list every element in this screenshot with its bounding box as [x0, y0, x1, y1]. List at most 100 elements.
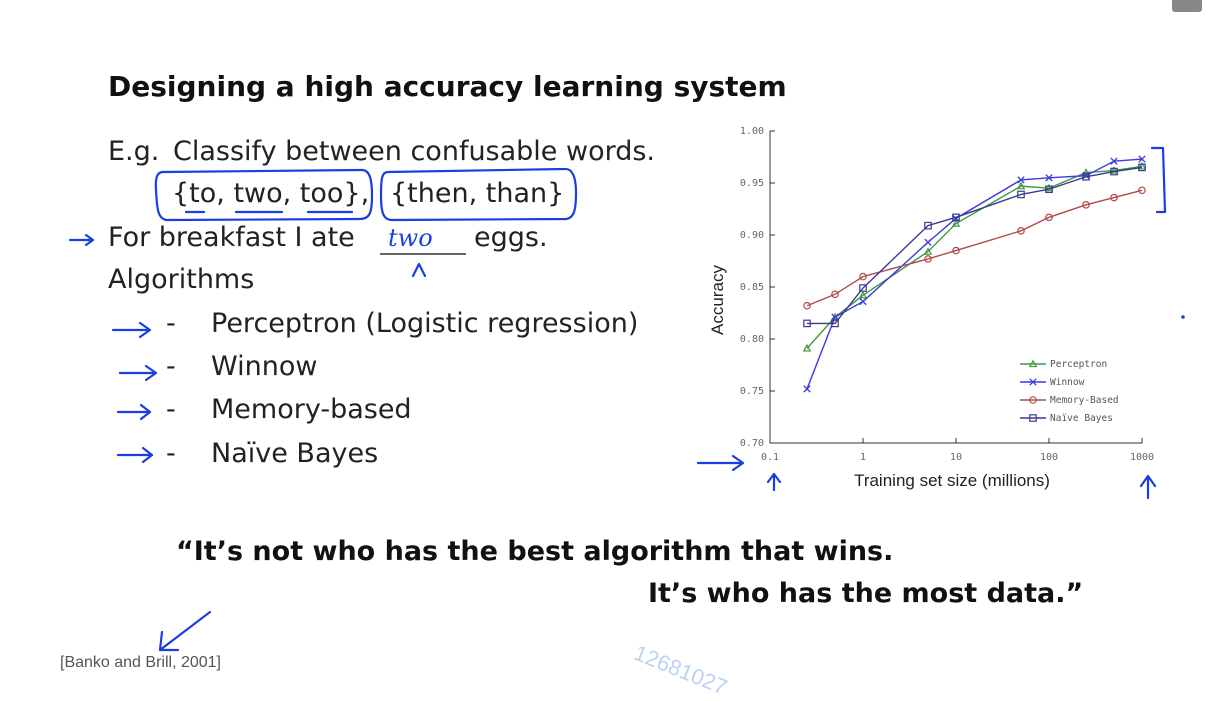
- bullet-dash: -: [166, 394, 176, 425]
- point-marker: [803, 301, 811, 310]
- chart-series: [802, 155, 1147, 393]
- algorithms-heading: Algorithms: [108, 264, 255, 295]
- series-group: [803, 155, 1146, 393]
- y-tick-label: 0.70: [740, 438, 764, 449]
- y-tick-label: 0.80: [740, 334, 764, 345]
- point-marker: [831, 313, 839, 321]
- point-marker: [924, 238, 932, 246]
- series-group: [803, 163, 1146, 328]
- window-corner-icon: [1172, 0, 1202, 12]
- point-marker: [1028, 359, 1038, 368]
- word-set-2: {then, than}: [390, 178, 565, 209]
- point-marker: [859, 272, 867, 281]
- point-marker: [1045, 174, 1053, 182]
- ink-arrow-sentence: [68, 233, 95, 247]
- algorithm-item: Perceptron (Logistic regression): [211, 308, 639, 339]
- y-tick-label: 0.95: [740, 178, 764, 189]
- x-tick-label: 0.1: [761, 452, 779, 463]
- algorithm-item: Naïve Bayes: [211, 438, 379, 469]
- point-marker: [1017, 176, 1025, 184]
- eg-text: Classify between confusable words.: [173, 136, 656, 167]
- accuracy-chart: 0.70 0.75 0.80 0.85 0.90 0.95 1.00 0.1 1 10 100 100…: [708, 126, 1154, 490]
- bullet-dash: -: [166, 308, 176, 339]
- point-marker: [923, 247, 933, 255]
- quote-line-2: It’s who has the most data.”: [648, 578, 1084, 609]
- legend-label: Winnow: [1050, 377, 1085, 388]
- series-line: [806, 158, 1143, 390]
- ink-dot: [1181, 315, 1185, 319]
- legend-label: Memory-Based: [1050, 395, 1119, 406]
- ink-caret: [411, 262, 427, 278]
- point-marker: [859, 284, 867, 292]
- point-marker: [952, 213, 960, 222]
- ink-arrow-xmin: [766, 472, 782, 492]
- point-marker: [1082, 201, 1090, 209]
- x-axis-label: Training set size (millions): [854, 471, 1050, 490]
- point-marker: [859, 297, 867, 306]
- y-tick-label: 0.85: [740, 282, 764, 293]
- point-marker: [1029, 414, 1037, 422]
- ink-arrow-xaxis: [696, 454, 745, 472]
- point-marker: [858, 290, 868, 299]
- chart-legend: Perceptron Winnow Memory-Based Naïve Bayes: [1020, 359, 1119, 424]
- x-tick-label: 10: [950, 452, 962, 463]
- point-marker: [1045, 213, 1053, 222]
- series-line: [806, 165, 1143, 349]
- eg-label: E.g.: [108, 136, 160, 167]
- point-marker: [831, 319, 839, 328]
- legend-label: Perceptron: [1050, 359, 1107, 370]
- handwritten-answer: two: [388, 224, 433, 252]
- ink-arrow-item-1: [111, 321, 152, 339]
- y-tick-label: 0.75: [740, 386, 764, 397]
- ink-arrow-xmax: [1139, 474, 1157, 500]
- point-marker: [952, 246, 960, 255]
- point-marker: [1017, 190, 1025, 199]
- legend-label: Naïve Bayes: [1050, 413, 1113, 424]
- x-tick-label: 1000: [1130, 452, 1154, 463]
- series-group: [803, 186, 1146, 310]
- point-marker: [1082, 172, 1090, 181]
- point-marker: [1138, 186, 1146, 195]
- point-marker: [924, 221, 932, 230]
- ink-box-set1: [154, 168, 374, 222]
- sentence-start: For breakfast I ate: [108, 222, 355, 253]
- point-marker: [1109, 166, 1119, 174]
- ink-box-set2: [379, 167, 578, 222]
- point-marker: [924, 255, 932, 263]
- algorithm-item: Winnow: [211, 351, 318, 382]
- citation: [Banko and Brill, 2001]: [60, 654, 221, 671]
- point-marker: [951, 219, 961, 227]
- point-marker: [1137, 161, 1147, 170]
- ink-arrow-item-4: [116, 446, 154, 464]
- ink-bracket-top: [1150, 146, 1167, 214]
- ink-arrow-item-3: [116, 403, 152, 421]
- point-marker: [1044, 183, 1054, 192]
- sentence-end: eggs.: [474, 222, 548, 253]
- point-marker: [1045, 185, 1053, 194]
- series-line: [807, 166, 1143, 325]
- y-tick-label: 0.90: [740, 230, 764, 241]
- word-set-1: {to, two, too},: [172, 178, 370, 209]
- point-marker: [1110, 167, 1118, 176]
- point-marker: [1138, 163, 1146, 172]
- bullet-dash: -: [166, 351, 176, 382]
- ink-annotations: two: [68, 146, 1185, 652]
- x-tick-label: 1: [860, 452, 866, 463]
- chart-ticks: 0.70 0.75 0.80 0.85 0.90 0.95 1.00 0.1 1 10 100 100…: [740, 126, 1154, 463]
- series-line: [806, 189, 1143, 307]
- y-axis-label: Accuracy: [708, 265, 727, 335]
- slide-title: Designing a high accuracy learning syste…: [108, 70, 787, 103]
- y-tick-label: 1.00: [740, 126, 764, 137]
- ink-arrow-citation: [158, 610, 212, 652]
- point-marker: [1110, 157, 1118, 165]
- x-tick-label: 100: [1040, 452, 1058, 463]
- point-marker: [803, 385, 811, 393]
- point-marker: [1016, 181, 1026, 190]
- point-marker: [803, 319, 811, 328]
- quote-line-1: “It’s not who has the best algorithm tha…: [176, 536, 894, 567]
- point-marker: [831, 290, 839, 299]
- algorithm-item: Memory-based: [211, 394, 412, 425]
- point-marker: [1138, 155, 1146, 163]
- bullet-dash: -: [166, 438, 176, 469]
- point-marker: [1017, 227, 1025, 235]
